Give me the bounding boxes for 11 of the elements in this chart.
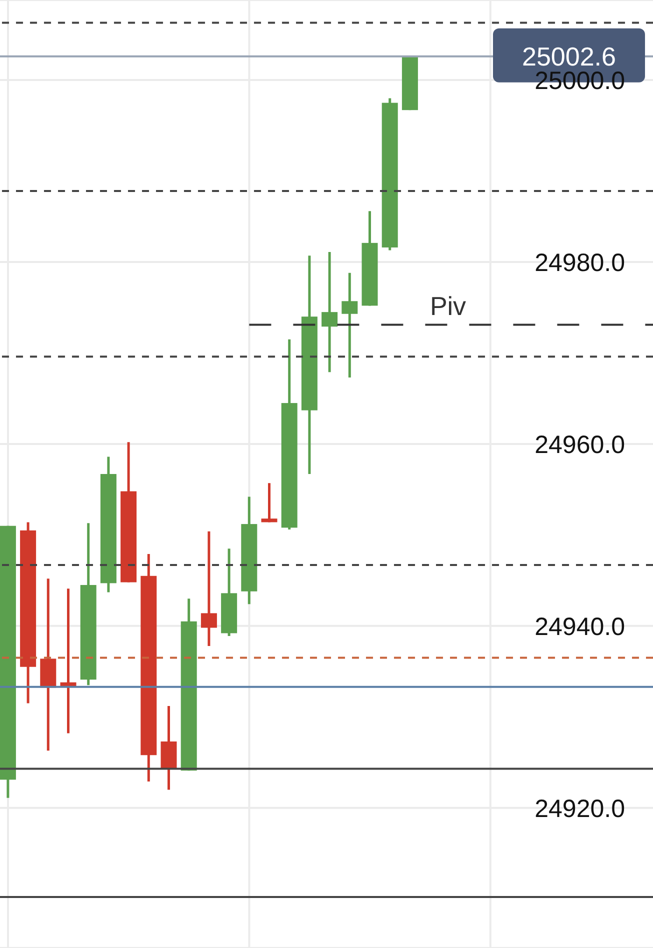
candlestick xyxy=(261,482,278,524)
ref-line-label: Piv xyxy=(430,290,466,321)
candlestick xyxy=(342,272,358,379)
y-tick-label: 24940.0 xyxy=(534,612,625,641)
candlestick xyxy=(322,250,338,374)
y-tick-label: 24960.0 xyxy=(534,430,625,459)
y-tick-label: 24980.0 xyxy=(534,249,625,278)
candlestick xyxy=(200,530,217,648)
candlestick xyxy=(60,587,76,735)
y-tick-label: 24920.0 xyxy=(534,794,625,823)
ref-line-label: 25002.6 xyxy=(522,41,616,72)
